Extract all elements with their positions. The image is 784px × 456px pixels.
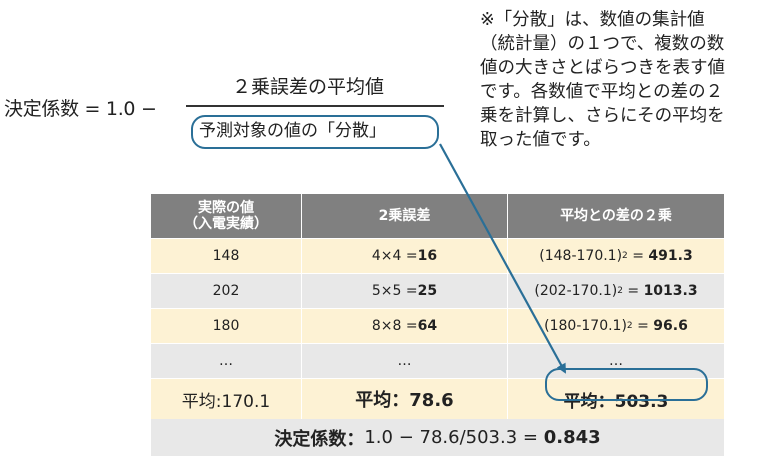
- average-actual: 平均:170.1: [181, 391, 271, 412]
- table-row: 202 5×5 = 25 (202-170.1) 2 = 1013.3: [151, 273, 724, 308]
- dev-exponent: 2: [626, 321, 633, 331]
- sq-err-value: 64: [417, 318, 438, 334]
- formula-numerator: ２乗誤差の平均値: [232, 76, 385, 98]
- dev-exponent: 2: [617, 286, 623, 296]
- dev-expr: (202-170.1): [534, 283, 618, 299]
- result-expr: 1.0 − 78.6/503.3 =: [364, 427, 544, 448]
- cell-squared-error: 4×4 = 16: [301, 239, 507, 273]
- cell-squared-deviation: (180-170.1) 2 = 96.6: [507, 309, 724, 343]
- cell-actual: 202: [212, 283, 240, 299]
- average-squared-error: 平均：78.6: [301, 379, 507, 419]
- table-row: 148 4×4 = 16 (148-170.1) 2 = 491.3: [151, 238, 724, 273]
- variance-note: ※「分散」は、数値の集計値 （統計量）の１つで、複数の数 値の大きさとばらつきを…: [480, 10, 725, 150]
- fraction-bar: [186, 105, 444, 107]
- average-variance-label: 平均：503.3: [563, 391, 669, 412]
- dev-eq: =: [622, 283, 644, 299]
- cell-actual: 180: [212, 318, 240, 334]
- dev-value: 96.6: [653, 318, 688, 334]
- header-squared-error: 2乗誤差: [301, 194, 507, 238]
- variance-highlight-box: [545, 368, 708, 401]
- dev-expr: (180-170.1): [544, 318, 627, 334]
- result-label: 決定係数：: [274, 428, 365, 450]
- cell-actual: 148: [212, 248, 240, 264]
- sq-err-value: 16: [417, 248, 438, 264]
- sq-err-expr: 4×4 =: [371, 248, 418, 264]
- cell-actual: …: [219, 353, 233, 369]
- header-actual: 実際の値 （入電実績）: [184, 200, 268, 232]
- average-row: 平均:170.1 平均：78.6 平均：503.3: [151, 378, 724, 419]
- cell-squared-deviation: (148-170.1) 2 = 491.3: [507, 239, 724, 273]
- formula-lhs: 決定係数 = 1.0 −: [4, 98, 157, 120]
- cell-squared-error: 8×8 = 64: [301, 309, 507, 343]
- formula-denominator: 予測対象の値の「分散」: [191, 115, 439, 149]
- cell-squared-deviation: (202-170.1) 2 = 1013.3: [507, 274, 724, 308]
- cell-squared-error: 5×5 = 25: [301, 274, 507, 308]
- result-value: 0.843: [543, 427, 601, 448]
- table-row: 180 8×8 = 64 (180-170.1) 2 = 96.6: [151, 308, 724, 343]
- average-squared-deviation: 平均：503.3: [507, 379, 724, 419]
- connector-arrow: [439, 143, 566, 374]
- calculation-table: 実際の値 （入電実績） 2乗誤差 平均との差の２乗 148 4×4 = 16 (…: [151, 194, 724, 456]
- dev-eq: =: [632, 318, 654, 334]
- dev-expr: (148-170.1): [539, 248, 623, 264]
- table-row-ellipsis: … … …: [151, 343, 724, 378]
- cell-squared-error: …: [301, 344, 507, 378]
- cell-squared-deviation: …: [507, 344, 724, 378]
- table-header-row: 実際の値 （入電実績） 2乗誤差 平均との差の２乗: [151, 194, 724, 238]
- sq-err-value: 25: [417, 283, 438, 299]
- header-squared-deviation: 平均との差の２乗: [507, 194, 724, 238]
- sq-err-expr: 5×5 =: [371, 283, 418, 299]
- dev-eq: =: [627, 248, 649, 264]
- sq-err-expr: 8×8 =: [371, 318, 418, 334]
- dev-exponent: 2: [622, 251, 628, 261]
- dev-value: 491.3: [648, 248, 693, 264]
- dev-value: 1013.3: [643, 283, 698, 299]
